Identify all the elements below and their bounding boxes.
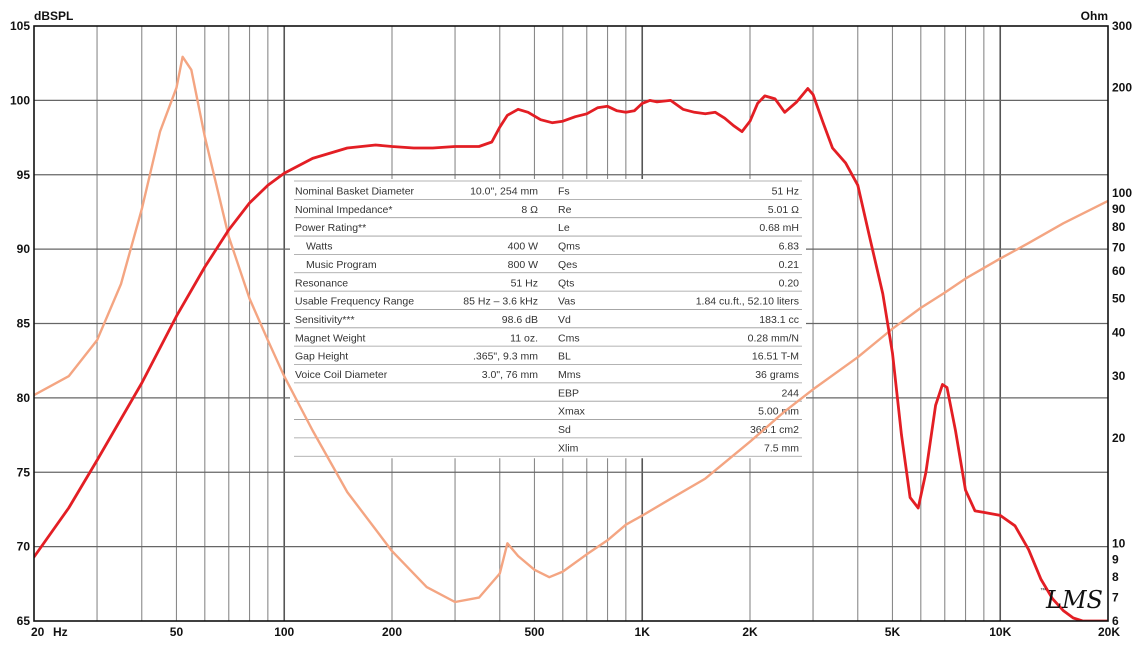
y-right-axis-title: Ohm xyxy=(1081,9,1108,23)
spec-value: 3.0", 76 mm xyxy=(482,369,539,381)
y-left-tick-label: 75 xyxy=(17,465,31,479)
spec-label: Magnet Weight xyxy=(295,332,366,344)
x-tick-label: 50 xyxy=(170,625,184,639)
y-right-tick-label: 20 xyxy=(1112,431,1126,445)
y-right-tick-label: 9 xyxy=(1112,552,1119,566)
spec-value: .365", 9.3 mm xyxy=(473,351,538,363)
param-value: 36 grams xyxy=(755,369,799,381)
x-tick-label: 20K xyxy=(1098,625,1120,639)
x-tick-label: 200 xyxy=(382,625,402,639)
param-label: Xlim xyxy=(558,442,579,454)
spec-value: 98.6 dB xyxy=(502,314,538,326)
specs-table: Nominal Basket Diameter 10.0", 254 mm Nomi… xyxy=(290,179,806,459)
y-left-tick-label: 100 xyxy=(10,93,30,107)
spec-label: Resonance xyxy=(295,277,348,289)
param-label: Fs xyxy=(558,186,570,198)
y-left-tick-label: 95 xyxy=(17,168,31,182)
spec-label: Power Rating** xyxy=(295,222,366,234)
param-value: 51 Hz xyxy=(772,186,799,198)
spec-label: Watts xyxy=(306,241,332,253)
y-left-axis-title: dBSPL xyxy=(34,9,73,23)
spec-value: 800 W xyxy=(508,259,538,271)
spec-label: Usable Frequency Range xyxy=(295,296,414,308)
param-value: 183.1 cc xyxy=(759,314,799,326)
param-label: Qms xyxy=(558,241,580,253)
spec-value: 10.0", 254 mm xyxy=(470,186,538,198)
lms-logo: LMS ™ xyxy=(1040,586,1103,614)
spec-value: 11 oz. xyxy=(510,332,538,344)
x-tick-label: 10K xyxy=(989,625,1011,639)
param-label: Mms xyxy=(558,369,581,381)
param-value: 0.20 xyxy=(779,277,800,289)
y-right-tick-label: 50 xyxy=(1112,292,1126,306)
spec-value: 8 Ω xyxy=(521,204,538,216)
param-value: 0.28 mm/N xyxy=(748,332,799,344)
x-tick-label: 2K xyxy=(742,625,758,639)
param-value: 0.21 xyxy=(779,259,800,271)
param-label: Vas xyxy=(558,296,575,308)
spec-label: Gap Height xyxy=(295,351,348,363)
y-right-tick-label: 10 xyxy=(1112,536,1126,550)
spec-label: Music Program xyxy=(306,259,377,271)
lms-logo-text: LMS xyxy=(1045,586,1103,614)
y-left-tick-label: 80 xyxy=(17,391,31,405)
param-label: EBP xyxy=(558,387,579,399)
param-value: 0.68 mH xyxy=(759,222,799,234)
param-label: Sd xyxy=(558,424,571,436)
param-value: 244 xyxy=(781,387,799,399)
y-left-tick-label: 70 xyxy=(17,540,31,554)
x-tick-label: 5K xyxy=(885,625,901,639)
y-right-tick-label: 70 xyxy=(1112,240,1126,254)
y-right-tick-label: 90 xyxy=(1112,202,1126,216)
y-right-tick-label: 7 xyxy=(1112,591,1119,605)
spec-label: Sensitivity*** xyxy=(295,314,355,326)
y-right-tick-label: 200 xyxy=(1112,81,1132,95)
curves xyxy=(34,55,1108,621)
y-right-tick-label: 100 xyxy=(1112,186,1132,200)
param-value: 6.83 xyxy=(779,241,800,253)
x-tick-label: 100 xyxy=(274,625,294,639)
param-label: Le xyxy=(558,222,570,234)
specs-table-background xyxy=(290,179,806,459)
y-left-tick-label: 65 xyxy=(17,614,31,628)
spec-value: 400 W xyxy=(508,241,538,253)
x-tick-label: 1K xyxy=(635,625,651,639)
param-value: 5.01 Ω xyxy=(768,204,799,216)
param-label: Re xyxy=(558,204,572,216)
param-value: 1.84 cu.ft., 52.10 liters xyxy=(696,296,799,308)
y-right-tick-label: 60 xyxy=(1112,264,1126,278)
param-label: Cms xyxy=(558,332,580,344)
x-axis-unit: Hz xyxy=(53,625,68,639)
x-tick-label: 500 xyxy=(524,625,544,639)
param-label: Qts xyxy=(558,277,574,289)
spec-value: 85 Hz – 3.6 kHz xyxy=(463,296,538,308)
y-left-tick-label: 90 xyxy=(17,242,31,256)
spl-response-curve xyxy=(34,87,1108,621)
y-left-tick-label: 105 xyxy=(10,19,30,33)
spec-label: Voice Coil Diameter xyxy=(295,369,388,381)
plot-frame xyxy=(33,25,1109,622)
param-label: BL xyxy=(558,351,571,363)
param-value: 7.5 mm xyxy=(764,442,799,454)
y-right-tick-label: 80 xyxy=(1112,220,1126,234)
y-right-tick-label: 300 xyxy=(1112,19,1132,33)
param-label: Qes xyxy=(558,259,577,271)
y-right-tick-label: 40 xyxy=(1112,325,1126,339)
x-tick-label: 20 xyxy=(31,625,45,639)
tick-labels: 65 70 75 80 85 90 95 100 105 6 7 8 9 10 20 30 40 50 60 70 80… xyxy=(10,19,1132,639)
impedance-curve xyxy=(34,55,1108,604)
y-right-tick-label: 8 xyxy=(1112,570,1119,584)
spec-label: Nominal Basket Diameter xyxy=(295,186,415,198)
spec-label: Nominal Impedance* xyxy=(295,204,392,216)
y-left-tick-label: 85 xyxy=(17,317,31,331)
lms-logo-tm: ™ xyxy=(1040,587,1046,594)
spec-value: 51 Hz xyxy=(511,277,538,289)
param-value: 366.1 cm2 xyxy=(750,424,799,436)
param-label: Xmax xyxy=(558,406,586,418)
y-right-tick-label: 30 xyxy=(1112,369,1126,383)
y-right-tick-label: 6 xyxy=(1112,614,1119,628)
param-value: 16.51 T-M xyxy=(752,351,799,363)
param-label: Vd xyxy=(558,314,571,326)
